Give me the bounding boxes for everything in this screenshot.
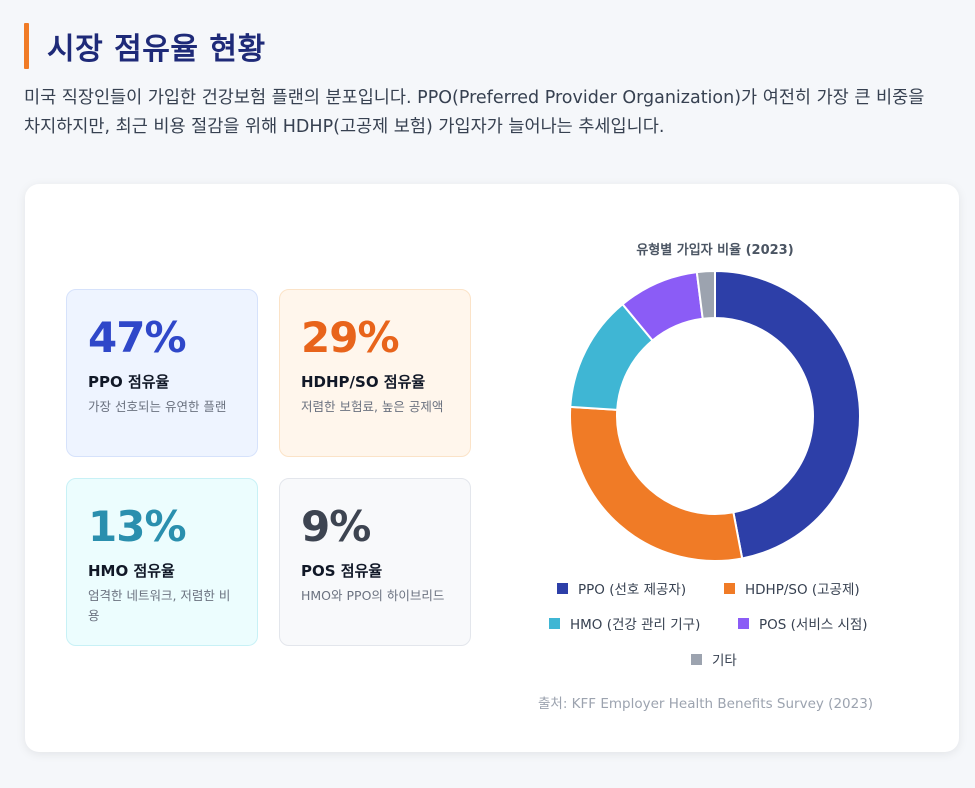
stat-card-hmo: 13% HMO 점유율 엄격한 네트워크, 저렴한 비용 [66,478,258,646]
stat-card-hdhp: 29% HDHP/SO 점유율 저렴한 보험료, 높은 공제액 [279,289,471,457]
stat-value-hdhp: 29% [301,313,400,362]
stat-label-pos: POS 점유율 [301,562,383,580]
legend-swatch-ppo [557,582,568,594]
header: 시장 점유율 현황 미국 직장인들이 가입한 건강보험 플랜의 분포입니다. P… [24,22,954,142]
stat-card-ppo: 47% PPO 점유율 가장 선호되는 유연한 플랜 [66,289,258,457]
stat-card-pos: 9% POS 점유율 HMO와 PPO의 하이브리드 [279,478,471,646]
title-row: 시장 점유율 현황 [24,22,954,70]
legend-swatch-pos [738,617,749,629]
legend-label-other: 기타 [712,653,737,669]
stat-value-ppo: 47% [88,313,187,362]
page-title: 시장 점유율 현황 [47,32,266,67]
legend-item-other[interactable]: 기타 [691,649,737,669]
stat-desc-ppo: 가장 선호되는 유연한 플랜 [88,399,227,414]
legend-item-pos[interactable]: POS (서비스 시점) [738,613,868,633]
legend-swatch-hdhp [724,582,735,594]
stat-value-pos: 9% [301,502,371,551]
title-accent-bar [24,23,29,69]
stat-label-hdhp: HDHP/SO 점유율 [301,373,426,391]
donut-slice-other[interactable] [695,269,716,320]
legend-label-pos: POS (서비스 시점) [759,617,868,633]
donut-slice-ppo[interactable] [714,269,861,560]
stat-label-hmo: HMO 점유율 [88,562,175,580]
legend-label-hdhp: HDHP/SO (고공제) [745,582,860,598]
legend-swatch-other [691,653,702,665]
stat-desc-hmo: 엄격한 네트워크, 저렴한 비용 [88,588,231,623]
source-note: 출처: KFF Employer Health Benefits Survey … [538,696,874,712]
legend-label-hmo: HMO (건강 관리 기구) [570,617,701,633]
stat-desc-hdhp: 저렴한 보험료, 높은 공제액 [301,399,444,414]
legend-swatch-hmo [549,617,560,629]
legend-item-ppo[interactable]: PPO (선호 제공자) [557,578,686,598]
page-description: 미국 직장인들이 가입한 건강보험 플랜의 분포입니다. PPO(Preferr… [24,88,925,137]
chart-title: 유형별 가입자 비율 (2023) [636,243,794,258]
legend-item-hdhp[interactable]: HDHP/SO (고공제) [724,578,860,598]
stat-desc-pos: HMO와 PPO의 하이브리드 [301,588,445,603]
stat-value-hmo: 13% [88,502,187,551]
legend-item-hmo[interactable]: HMO (건강 관리 기구) [549,613,700,633]
market-share-card: 47% PPO 점유율 가장 선호되는 유연한 플랜 29% HDHP/SO 점… [25,184,959,752]
donut-chart [569,269,861,562]
legend-label-ppo: PPO (선호 제공자) [578,582,687,598]
donut-slice-hdhp[interactable] [569,405,744,562]
stat-label-ppo: PPO 점유율 [88,373,170,391]
